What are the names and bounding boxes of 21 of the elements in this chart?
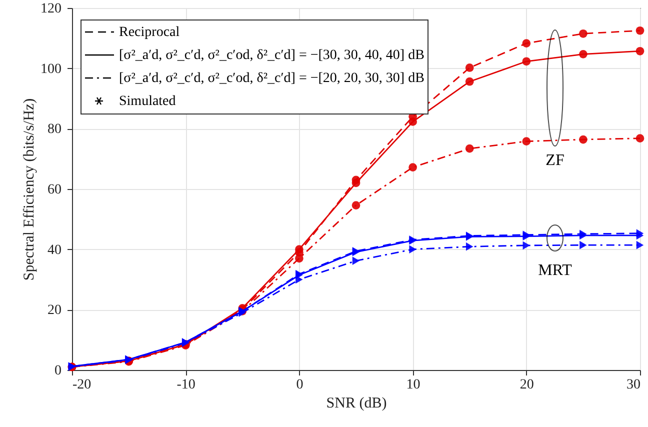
y-tick-label: 0 <box>54 364 62 378</box>
annotation: ZF <box>546 152 564 169</box>
annotation: MRT <box>538 262 572 279</box>
x-tick-label: -20 <box>72 378 92 392</box>
y-tick-label: 80 <box>48 122 62 138</box>
x-tick-label: 30 <box>626 378 640 392</box>
y-tick-label: 100 <box>40 62 62 77</box>
y-tick-label: 20 <box>48 303 62 318</box>
x-tick-label: -10 <box>176 378 196 392</box>
annotation: [σ²_a′d, σ²_c′d, σ²_c′od, δ²_c′d] = −[20, 20, 30, 30] dB <box>119 71 424 86</box>
annotation: [σ²_a′d, σ²_c′d, σ²_c′od, δ²_c′d] = −[30, 30, 40, 40] dB <box>119 48 424 63</box>
annotation: Reciprocal <box>119 25 180 40</box>
x-tick-label: 0 <box>296 378 304 392</box>
annotation: Simulated <box>119 94 176 109</box>
x-tick-label: 20 <box>520 378 534 392</box>
y-tick-label: 40 <box>48 242 62 258</box>
y-tick-label: 60 <box>48 182 62 198</box>
x-axis-title: SNR (dB) <box>326 396 387 412</box>
x-tick-label: 10 <box>406 378 420 392</box>
y-axis-title: Spectral Efficiency (bits/s/Hz) <box>22 98 38 281</box>
y-tick-label: 120 <box>40 2 62 16</box>
